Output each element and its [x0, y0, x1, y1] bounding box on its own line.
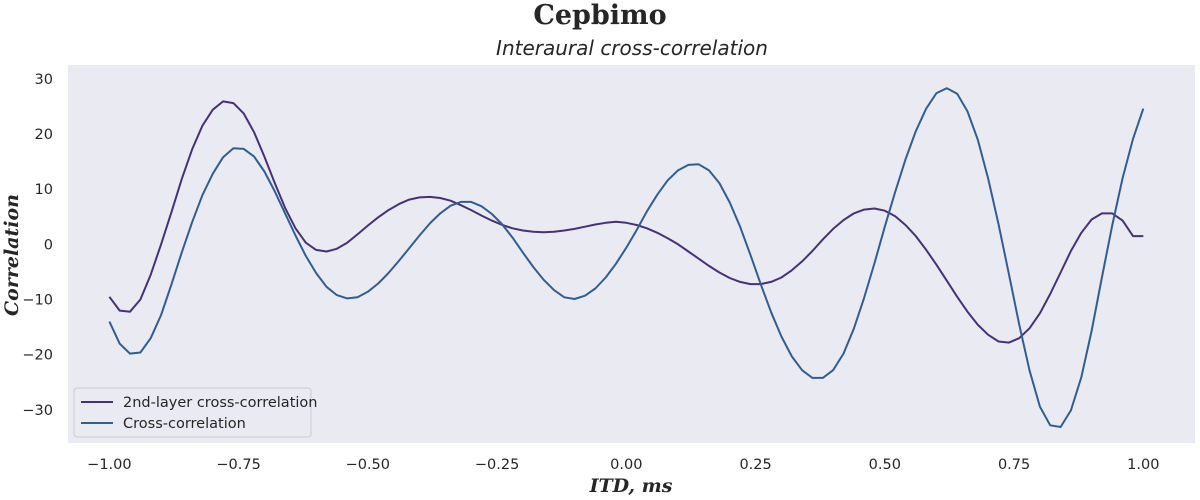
legend-label-cross-correlation: Cross-correlation	[123, 416, 246, 432]
x-tick-label: 0.25	[739, 457, 771, 473]
y-tick-label: 0	[44, 237, 53, 253]
y-tick-label: −30	[22, 403, 53, 419]
plot-area	[68, 65, 1195, 443]
series-line-2nd-layer-cross-correlation	[108, 100, 1144, 344]
y-tick-label: −10	[22, 293, 53, 309]
series-line-cross-correlation	[108, 87, 1145, 428]
x-tick-label: −0.50	[346, 457, 390, 473]
x-tick-label: 0.75	[998, 457, 1030, 473]
x-tick-label: 0.50	[869, 457, 901, 473]
legend: 2nd-layer cross-correlation Cross-correl…	[73, 387, 317, 438]
y-axis-ticks: −30 −20 −10 0 10 20 30	[22, 72, 53, 419]
x-tick-label: −0.25	[475, 457, 519, 473]
y-tick-label: −20	[22, 348, 53, 364]
legend-box	[73, 387, 312, 438]
x-tick-label: 1.00	[1127, 457, 1159, 473]
y-tick-label: 20	[35, 127, 53, 143]
x-axis-label: ITD, ms	[589, 475, 673, 497]
x-tick-label: −1.00	[87, 457, 131, 473]
chart-title: Interaural cross-correlation	[496, 36, 768, 60]
figure-suptitle: Cepbimo	[533, 0, 666, 31]
x-tick-label: 0.00	[610, 457, 642, 473]
x-axis-ticks: −1.00 −0.75 −0.50 −0.25 0.00 0.25 0.50 0.75 1.00	[87, 457, 1159, 473]
y-tick-label: 30	[35, 72, 53, 88]
y-tick-label: 10	[35, 182, 53, 198]
x-tick-label: −0.75	[216, 457, 260, 473]
legend-label-2nd-layer: 2nd-layer cross-correlation	[123, 395, 317, 411]
y-axis-label: Correlation	[1, 194, 23, 316]
series-layer	[108, 87, 1145, 428]
